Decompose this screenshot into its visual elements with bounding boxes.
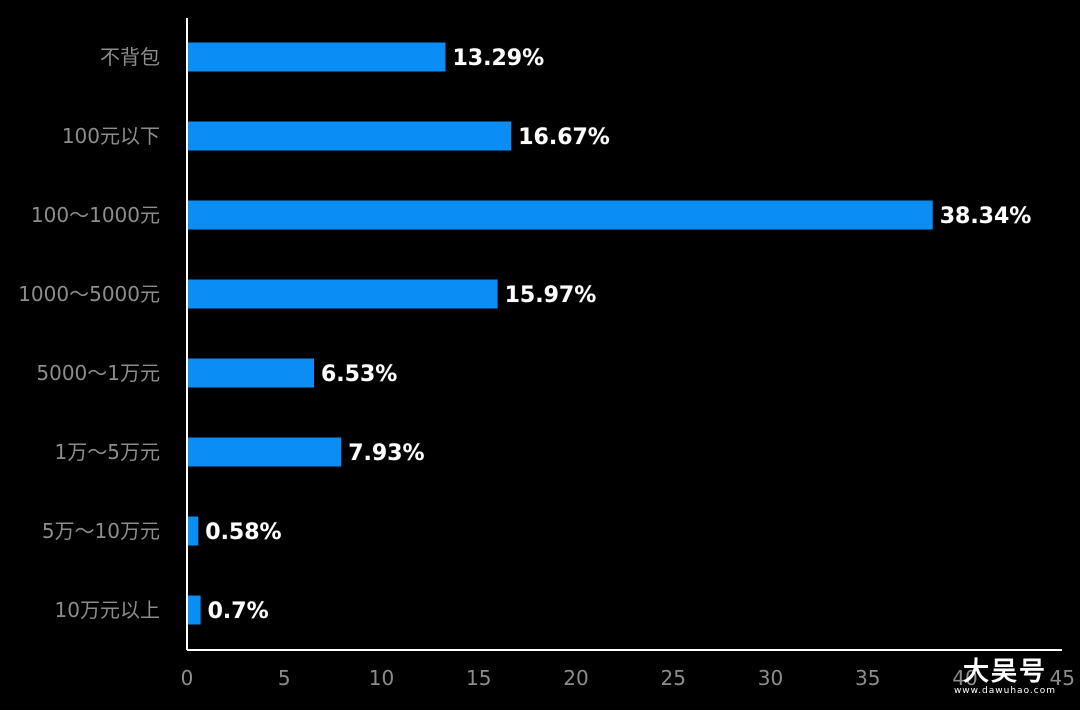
category-label: 5万～10万元 bbox=[42, 519, 160, 543]
x-tick-label: 5 bbox=[278, 666, 291, 690]
category-label: 100～1000元 bbox=[31, 203, 160, 227]
bar bbox=[187, 279, 498, 309]
data-labels: 13.29% 16.67% 38.34% 15.97% 6.53% 7.93% 0.58% 0… bbox=[205, 46, 1032, 625]
x-tick-label: 0 bbox=[181, 666, 194, 690]
bar bbox=[187, 121, 512, 151]
data-label: 38.34% bbox=[940, 204, 1032, 229]
bar bbox=[187, 595, 201, 625]
x-tick-label: 45 bbox=[1050, 666, 1075, 690]
watermark-sub-text: www.dawuhao.com bbox=[953, 686, 1056, 696]
category-label: 100元以下 bbox=[62, 124, 160, 148]
bar bbox=[187, 42, 446, 72]
x-axis-ticks: 0 5 10 15 20 25 30 35 40 45 bbox=[181, 666, 1075, 690]
bar bbox=[187, 516, 199, 546]
data-label: 7.93% bbox=[348, 441, 424, 466]
data-label: 15.97% bbox=[505, 283, 597, 308]
bar bbox=[187, 358, 315, 388]
category-label: 1000～5000元 bbox=[18, 282, 160, 306]
category-label: 10万元以上 bbox=[55, 598, 160, 622]
x-tick-label: 40 bbox=[952, 666, 977, 690]
x-tick-label: 20 bbox=[563, 666, 588, 690]
data-label: 16.67% bbox=[518, 125, 610, 150]
bar bbox=[187, 437, 342, 467]
data-label: 0.58% bbox=[205, 520, 281, 545]
bar bbox=[187, 200, 933, 230]
category-labels: 不背包 100元以下 100～1000元 1000～5000元 5000～1万元 1万～5… bbox=[18, 45, 160, 622]
bars-group bbox=[187, 42, 933, 625]
data-label: 13.29% bbox=[452, 46, 544, 71]
watermark-logo: 大吴号 www.dawuhao.com bbox=[954, 658, 1056, 696]
x-tick-label: 35 bbox=[855, 666, 880, 690]
data-label: 0.7% bbox=[208, 599, 269, 624]
category-label: 1万～5万元 bbox=[55, 440, 160, 464]
x-tick-label: 25 bbox=[661, 666, 686, 690]
x-tick-label: 10 bbox=[369, 666, 394, 690]
data-label: 6.53% bbox=[321, 362, 397, 387]
x-tick-label: 30 bbox=[758, 666, 783, 690]
watermark-main-text: 大吴号 bbox=[962, 657, 1047, 687]
category-label: 5000～1万元 bbox=[36, 361, 160, 385]
x-tick-label: 15 bbox=[466, 666, 491, 690]
category-label: 不背包 bbox=[100, 45, 160, 69]
